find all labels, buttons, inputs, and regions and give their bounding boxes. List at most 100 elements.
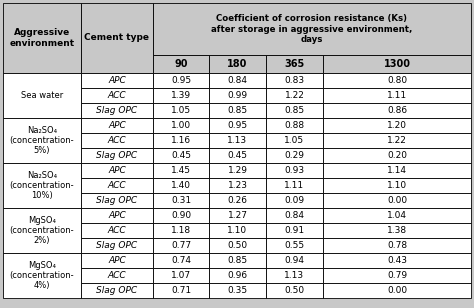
Text: 0.88: 0.88 (284, 121, 305, 130)
Bar (323, 223, 471, 238)
Text: 0.31: 0.31 (171, 196, 191, 205)
Bar (209, 268, 266, 283)
Text: 1.00: 1.00 (171, 121, 191, 130)
Text: 0.79: 0.79 (387, 271, 407, 280)
Text: MgSO₄
(concentration-
2%): MgSO₄ (concentration- 2%) (9, 216, 74, 245)
Bar (323, 55, 471, 73)
Bar (323, 148, 471, 163)
Bar (81, 268, 153, 283)
Bar (209, 223, 266, 238)
Text: 0.99: 0.99 (228, 91, 247, 100)
Bar (323, 73, 471, 88)
Text: 0.09: 0.09 (284, 196, 305, 205)
Text: 0.85: 0.85 (284, 106, 305, 115)
Text: 0.77: 0.77 (171, 241, 191, 250)
Bar (209, 208, 266, 223)
Bar (266, 253, 323, 268)
Text: APC: APC (108, 166, 126, 175)
Text: 0.85: 0.85 (228, 256, 247, 265)
Bar (209, 118, 266, 133)
Text: 1.13: 1.13 (284, 271, 305, 280)
Bar (81, 283, 153, 298)
Text: 0.91: 0.91 (284, 226, 305, 235)
Bar (3, 3, 81, 73)
Text: Sea water: Sea water (21, 91, 63, 100)
Bar (153, 133, 209, 148)
Bar (3, 253, 81, 298)
Bar (209, 178, 266, 193)
Bar (153, 55, 209, 73)
Bar (266, 193, 323, 208)
Text: 1.07: 1.07 (171, 271, 191, 280)
Text: 0.90: 0.90 (171, 211, 191, 220)
Text: 1.20: 1.20 (387, 121, 407, 130)
Bar (323, 283, 471, 298)
Bar (153, 163, 209, 178)
Text: 1.16: 1.16 (171, 136, 191, 145)
Text: Slag OPC: Slag OPC (96, 286, 137, 295)
Bar (266, 268, 323, 283)
Bar (81, 148, 153, 163)
Text: ACC: ACC (108, 226, 126, 235)
Text: 1.10: 1.10 (387, 181, 407, 190)
Text: 1.11: 1.11 (387, 91, 407, 100)
Text: Slag OPC: Slag OPC (96, 106, 137, 115)
Bar (266, 133, 323, 148)
Text: Na₂SO₄
(concentration-
10%): Na₂SO₄ (concentration- 10%) (9, 171, 74, 201)
Bar (153, 88, 209, 103)
Bar (266, 283, 323, 298)
Text: Cement type: Cement type (84, 34, 149, 43)
Text: APC: APC (108, 121, 126, 130)
Bar (266, 88, 323, 103)
Bar (323, 103, 471, 118)
Bar (153, 148, 209, 163)
Bar (3, 163, 81, 208)
Bar (266, 55, 323, 73)
Text: 0.50: 0.50 (228, 241, 247, 250)
Text: 1.22: 1.22 (284, 91, 304, 100)
Bar (153, 103, 209, 118)
Bar (209, 73, 266, 88)
Text: 0.93: 0.93 (284, 166, 305, 175)
Bar (81, 118, 153, 133)
Text: ACC: ACC (108, 136, 126, 145)
Bar (323, 118, 471, 133)
Bar (323, 268, 471, 283)
Bar (323, 163, 471, 178)
Text: APC: APC (108, 256, 126, 265)
Bar (209, 238, 266, 253)
Text: 1.05: 1.05 (171, 106, 191, 115)
Bar (266, 148, 323, 163)
Bar (153, 208, 209, 223)
Text: 1300: 1300 (383, 59, 410, 69)
Bar (323, 253, 471, 268)
Bar (81, 193, 153, 208)
Bar (323, 238, 471, 253)
Bar (209, 193, 266, 208)
Text: 0.45: 0.45 (228, 151, 247, 160)
Text: 0.84: 0.84 (228, 76, 247, 85)
Text: 0.94: 0.94 (284, 256, 304, 265)
Bar (81, 223, 153, 238)
Bar (153, 223, 209, 238)
Bar (81, 3, 153, 73)
Text: APC: APC (108, 211, 126, 220)
Bar (153, 268, 209, 283)
Text: 1.04: 1.04 (387, 211, 407, 220)
Bar (266, 208, 323, 223)
Text: APC: APC (108, 76, 126, 85)
Text: 0.55: 0.55 (284, 241, 305, 250)
Bar (81, 178, 153, 193)
Text: ACC: ACC (108, 91, 126, 100)
Text: 180: 180 (228, 59, 248, 69)
Bar (323, 193, 471, 208)
Text: 1.13: 1.13 (228, 136, 247, 145)
Bar (209, 163, 266, 178)
Text: 1.14: 1.14 (387, 166, 407, 175)
Bar (153, 118, 209, 133)
Bar (3, 73, 81, 118)
Bar (209, 55, 266, 73)
Bar (323, 178, 471, 193)
Text: 0.74: 0.74 (171, 256, 191, 265)
Text: 1.40: 1.40 (171, 181, 191, 190)
